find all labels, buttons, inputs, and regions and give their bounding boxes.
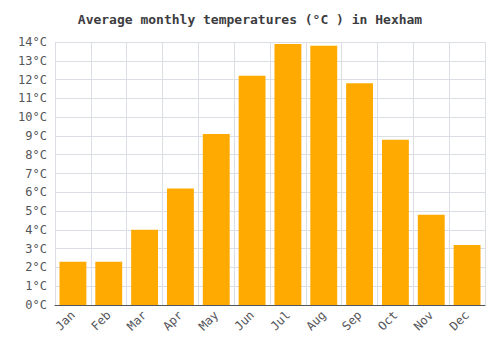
svg-text:10°C: 10°C xyxy=(18,110,47,124)
svg-text:3°C: 3°C xyxy=(25,242,47,256)
svg-text:Feb: Feb xyxy=(88,308,113,333)
svg-text:Jul: Jul xyxy=(268,308,293,333)
svg-text:6°C: 6°C xyxy=(25,185,47,199)
svg-text:12°C: 12°C xyxy=(18,73,47,87)
svg-text:Oct: Oct xyxy=(375,308,400,333)
svg-text:Aug: Aug xyxy=(303,308,328,333)
svg-text:14°C: 14°C xyxy=(18,35,47,49)
svg-text:5°C: 5°C xyxy=(25,204,47,218)
svg-text:8°C: 8°C xyxy=(25,148,47,162)
svg-text:4°C: 4°C xyxy=(25,223,47,237)
svg-text:Sep: Sep xyxy=(339,308,364,333)
svg-text:Nov: Nov xyxy=(411,308,436,333)
svg-text:Apr: Apr xyxy=(160,308,185,333)
svg-text:Average monthly temperatures (: Average monthly temperatures (°C ) in He… xyxy=(78,12,423,27)
svg-text:11°C: 11°C xyxy=(18,91,47,105)
svg-text:9°C: 9°C xyxy=(25,129,47,143)
svg-text:Dec: Dec xyxy=(447,308,472,333)
svg-text:Jan: Jan xyxy=(53,308,78,333)
svg-text:1°C: 1°C xyxy=(25,279,47,293)
svg-text:2°C: 2°C xyxy=(25,260,47,274)
svg-text:0°C: 0°C xyxy=(25,298,47,312)
svg-text:Jun: Jun xyxy=(232,308,257,333)
svg-text:7°C: 7°C xyxy=(25,167,47,181)
svg-text:13°C: 13°C xyxy=(18,54,47,68)
svg-text:Mar: Mar xyxy=(124,308,149,333)
svg-text:May: May xyxy=(196,308,221,333)
